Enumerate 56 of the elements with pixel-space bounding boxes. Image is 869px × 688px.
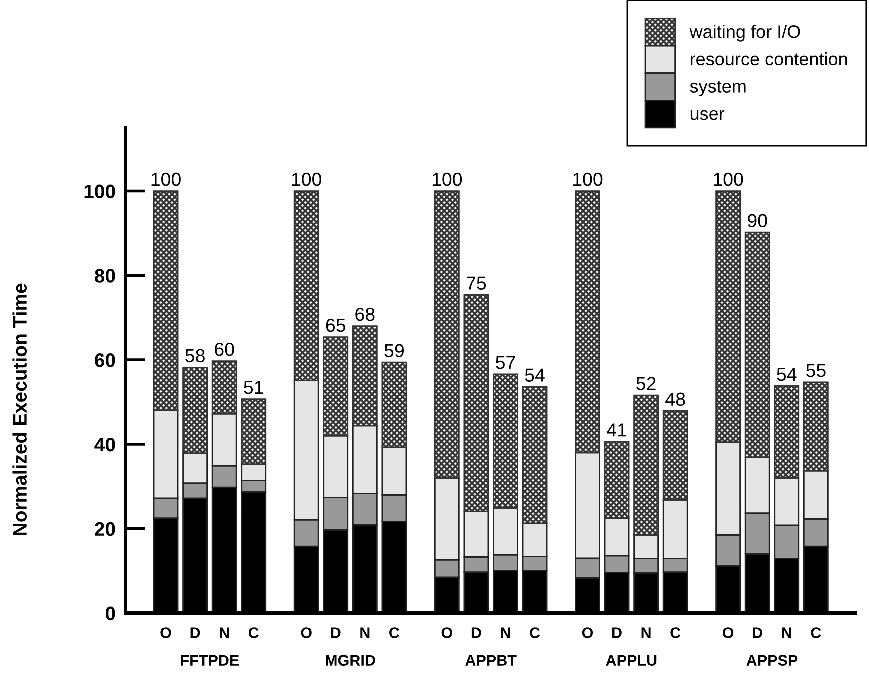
total-label: 100 xyxy=(714,172,744,186)
x-tick-label: O xyxy=(722,628,734,638)
text: APPBT xyxy=(466,655,517,666)
x-tick-label: C xyxy=(530,628,540,638)
text: FFTPDE xyxy=(181,655,240,666)
x-tick-label: N xyxy=(501,628,510,638)
x-tick-label: D xyxy=(331,628,341,638)
x-tick-label: C xyxy=(390,628,400,638)
total-label: 58 xyxy=(186,349,205,363)
legend-label: system xyxy=(690,81,746,97)
x-tick-label: O xyxy=(160,628,172,638)
x-tick-label: C xyxy=(248,628,259,638)
y-tick-label: 40 xyxy=(94,438,116,452)
x-tick-label: N xyxy=(220,628,230,638)
x-tick-label: N xyxy=(782,628,792,638)
total-label: 60 xyxy=(215,342,234,356)
y-tick-label: 20 xyxy=(95,522,116,536)
text: MGRID xyxy=(326,655,376,666)
total-label: 41 xyxy=(607,424,627,437)
total-label: 55 xyxy=(806,364,826,378)
x-tick-label: D xyxy=(753,628,762,638)
x-tick-label: N xyxy=(642,628,651,638)
total-label: 59 xyxy=(384,344,404,358)
x-tick-label: D xyxy=(472,628,482,638)
x-tick-label: C xyxy=(670,628,681,638)
y-tick-label: 80 xyxy=(95,269,116,283)
total-label: 51 xyxy=(244,381,264,394)
total-label: 100 xyxy=(152,172,181,186)
text: APPLU xyxy=(606,655,657,666)
total-label: 48 xyxy=(666,392,686,406)
total-label: 68 xyxy=(356,308,375,322)
x-tick-label: O xyxy=(442,628,452,638)
total-label: 100 xyxy=(432,172,462,186)
total-label: 90 xyxy=(748,214,768,228)
total-label: 52 xyxy=(636,377,656,390)
legend-label: waiting for I/O xyxy=(690,25,800,42)
legend-label: user xyxy=(690,110,725,120)
y-tick-label: 60 xyxy=(95,354,116,368)
x-tick-label: C xyxy=(811,628,822,638)
x-tick-label: N xyxy=(360,628,370,638)
y-axis-title: Normalized Execution Time xyxy=(12,284,28,536)
total-label: 57 xyxy=(496,356,516,370)
total-label: 54 xyxy=(777,368,797,382)
total-label: 65 xyxy=(326,318,346,332)
x-tick-label: O xyxy=(582,628,594,638)
y-tick-label: 0 xyxy=(106,606,116,621)
total-label: 54 xyxy=(525,368,545,382)
total-label: 100 xyxy=(574,172,603,186)
legend-label: resource contention xyxy=(690,52,848,66)
y-tick-label: 100 xyxy=(84,184,116,199)
total-label: 100 xyxy=(292,172,322,186)
text: APPSP xyxy=(746,655,798,666)
x-tick-label: D xyxy=(612,628,622,638)
total-label: 75 xyxy=(466,276,486,290)
x-tick-label: D xyxy=(190,628,200,638)
x-tick-label: O xyxy=(301,628,312,638)
